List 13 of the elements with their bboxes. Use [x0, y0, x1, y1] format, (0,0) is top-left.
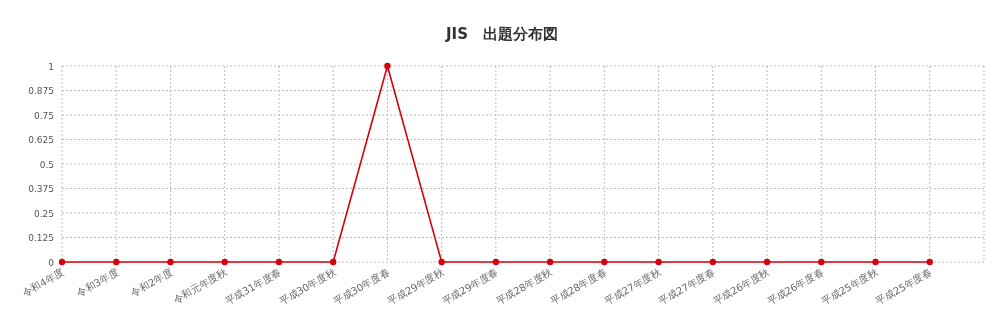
y-tick-label: 0.125 [28, 233, 54, 243]
y-tick-label: 0.375 [28, 184, 54, 194]
x-tick-label: 令和3年度 [74, 266, 121, 299]
y-tick-label: 0.625 [28, 135, 54, 145]
x-tick-label: 令和4年度 [20, 266, 66, 299]
y-tick-label: 0 [48, 257, 55, 268]
y-tick-label: 1 [48, 61, 54, 72]
chart-title: JIS 出題分布図 [445, 25, 558, 43]
x-tick-label: 令和2年度 [128, 266, 175, 299]
y-tick-label: 0.875 [28, 86, 54, 96]
y-tick-label: 0.5 [39, 159, 54, 170]
y-tick-label: 0.75 [33, 110, 54, 121]
y-tick-label: 0.25 [33, 208, 54, 219]
